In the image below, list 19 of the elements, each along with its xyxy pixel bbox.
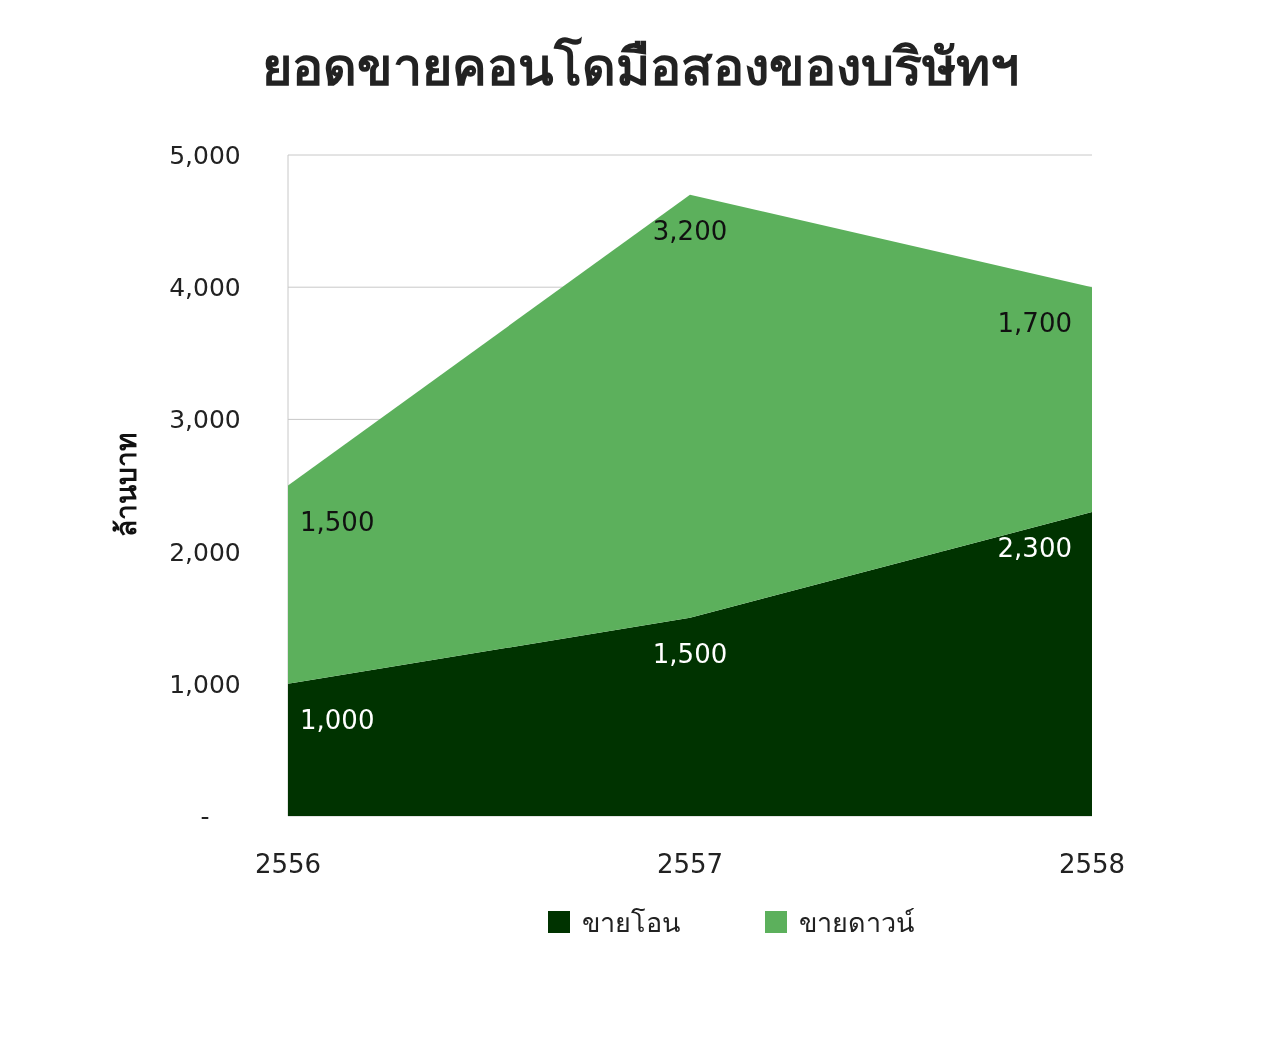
x-tick-label: 2557 <box>656 849 724 879</box>
data-label: 1,700 <box>997 308 1072 339</box>
data-label: 3,200 <box>652 215 728 246</box>
x-tick-label: 2556 <box>254 849 322 879</box>
x-tick-label: 2558 <box>1058 849 1126 879</box>
y-tick-label: - <box>200 802 210 831</box>
legend-label: ขายดาวน์ <box>799 907 915 938</box>
y-tick-label: 2,000 <box>169 537 241 567</box>
chart-title: ยอดขายคอนโดมือสองของบริษัทฯ <box>261 36 1019 97</box>
y-axis-title: ล้านบาท <box>110 433 143 537</box>
y-tick-label: 3,000 <box>169 405 241 435</box>
data-label: 1,500 <box>300 506 375 537</box>
data-label: 2,300 <box>997 532 1072 563</box>
y-tick-label: 4,000 <box>169 273 241 303</box>
y-tick-label: 1,000 <box>169 669 241 699</box>
data-label: 1,500 <box>652 638 728 669</box>
data-label: 1,000 <box>300 704 375 735</box>
y-tick-label: 5,000 <box>169 141 241 170</box>
legend-label: ขายโอน <box>582 907 680 938</box>
